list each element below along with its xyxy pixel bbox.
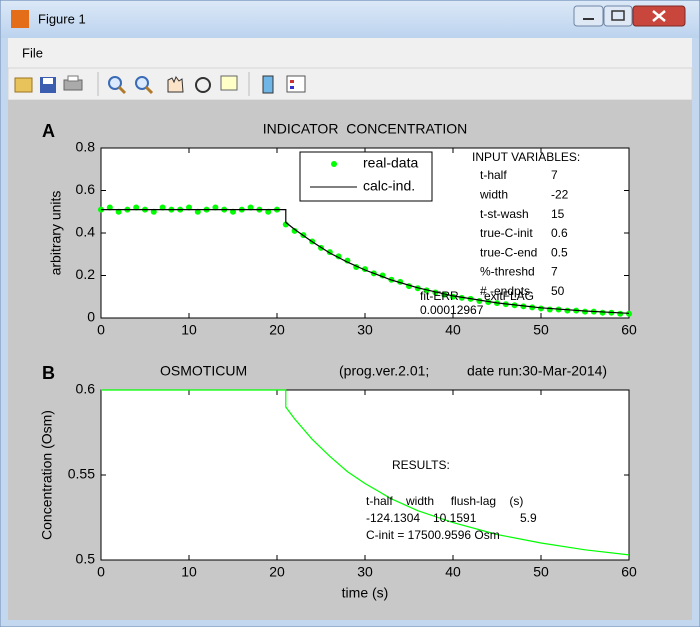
app-icon bbox=[11, 10, 29, 28]
legend-swatch bbox=[331, 161, 337, 167]
chart-title: INDICATOR CONCENTRATION bbox=[263, 121, 468, 137]
y-tick-label: 0.8 bbox=[76, 139, 96, 155]
y-tick-label: 0.6 bbox=[76, 381, 96, 397]
data-line bbox=[101, 389, 630, 556]
annotation: # -endpts bbox=[480, 284, 530, 298]
annotation: 0.6 bbox=[551, 226, 568, 240]
data-point bbox=[291, 227, 298, 234]
chart-title: OSMOTICUM bbox=[160, 363, 247, 379]
data-point bbox=[265, 208, 272, 215]
data-point bbox=[626, 310, 632, 317]
x-tick-label: 30 bbox=[357, 322, 373, 338]
panel-label: A bbox=[42, 121, 55, 141]
data-point bbox=[538, 305, 544, 312]
x-tick-label: 60 bbox=[621, 322, 637, 338]
annotation: 5.9 bbox=[520, 511, 537, 525]
x-tick-label: 0 bbox=[97, 322, 105, 338]
annotation: width bbox=[479, 187, 508, 201]
toolbar-icons[interactable] bbox=[14, 72, 306, 96]
data-point bbox=[546, 306, 553, 313]
y-tick-label: 0.6 bbox=[76, 181, 96, 197]
y-tick-label: 0.4 bbox=[76, 224, 96, 240]
x-tick-label: 10 bbox=[181, 564, 197, 580]
legend-label: real-data bbox=[363, 155, 418, 171]
annotation: true-C-end bbox=[480, 245, 537, 259]
x-tick-label: 20 bbox=[269, 564, 285, 580]
chart-subtitle: (prog.ver.2.01; bbox=[339, 363, 429, 379]
chart-subtitle: date run:30-Mar-2014) bbox=[467, 363, 607, 379]
maximize-button[interactable] bbox=[603, 5, 633, 27]
x-tick-label: 40 bbox=[445, 564, 461, 580]
legend bbox=[299, 151, 433, 202]
annotation: C-init = 17500.9596 Osm bbox=[366, 528, 500, 542]
x-tick-label: 10 bbox=[181, 322, 197, 338]
x-tick-label: 30 bbox=[357, 564, 373, 580]
x-tick-label: 50 bbox=[533, 564, 549, 580]
data-point bbox=[150, 208, 157, 215]
x-tick-label: 20 bbox=[269, 322, 285, 338]
panel-label: B bbox=[42, 363, 55, 383]
y-tick-label: 0.5 bbox=[76, 551, 96, 567]
menu-item[interactable]: File bbox=[22, 45, 43, 60]
annotation: t-half bbox=[480, 168, 507, 182]
annotation: 0.00012967 bbox=[420, 303, 484, 317]
window-title: Figure 1 bbox=[38, 11, 86, 26]
x-tick-label: 60 bbox=[621, 564, 637, 580]
x-tick-label: 40 bbox=[445, 322, 461, 338]
data-point bbox=[582, 308, 588, 315]
data-point bbox=[564, 307, 571, 314]
annotation: 7 bbox=[551, 168, 558, 182]
annotation: 7 bbox=[551, 265, 558, 279]
annotation: t-st-wash bbox=[480, 207, 529, 221]
x-axis-label: time (s) bbox=[342, 585, 389, 601]
data-point bbox=[599, 309, 606, 316]
annotation: -22 bbox=[551, 187, 569, 201]
y-tick-label: 0.2 bbox=[76, 266, 96, 282]
annotation: fit-ERR bbox=[420, 289, 459, 303]
menu-bar bbox=[8, 38, 692, 68]
annotation: RESULTS: bbox=[392, 458, 450, 472]
y-axis-label: arbitrary units bbox=[48, 191, 64, 276]
legend-label: calc-ind. bbox=[363, 178, 415, 194]
y-axis-label: Concentration (Osm) bbox=[39, 410, 55, 540]
data-point bbox=[115, 208, 122, 215]
y-tick-label: 0 bbox=[87, 309, 95, 325]
annotation: 50 bbox=[551, 284, 565, 298]
annotation: true-C-init bbox=[480, 226, 533, 240]
annotation: 15 bbox=[551, 207, 565, 221]
data-point bbox=[194, 208, 201, 215]
annotation: %-threshd bbox=[480, 265, 535, 279]
x-tick-label: 0 bbox=[97, 564, 105, 580]
toolbar bbox=[7, 67, 693, 101]
y-tick-label: 0.55 bbox=[68, 466, 95, 482]
minimize-button[interactable] bbox=[573, 5, 604, 27]
annotation: INPUT VARIABLES: bbox=[472, 150, 580, 164]
annotation: 10.1591 bbox=[433, 511, 477, 525]
data-point bbox=[230, 208, 236, 215]
annotation: exitFLAG bbox=[484, 289, 534, 303]
annotation: 0.5 bbox=[551, 245, 568, 259]
plot-area bbox=[100, 389, 630, 561]
data-point bbox=[617, 310, 624, 317]
x-tick-label: 50 bbox=[533, 322, 549, 338]
data-line bbox=[101, 209, 630, 314]
annotation: t-half width flush-lag (s) bbox=[366, 494, 523, 508]
annotation: -124.1304 bbox=[366, 511, 420, 525]
